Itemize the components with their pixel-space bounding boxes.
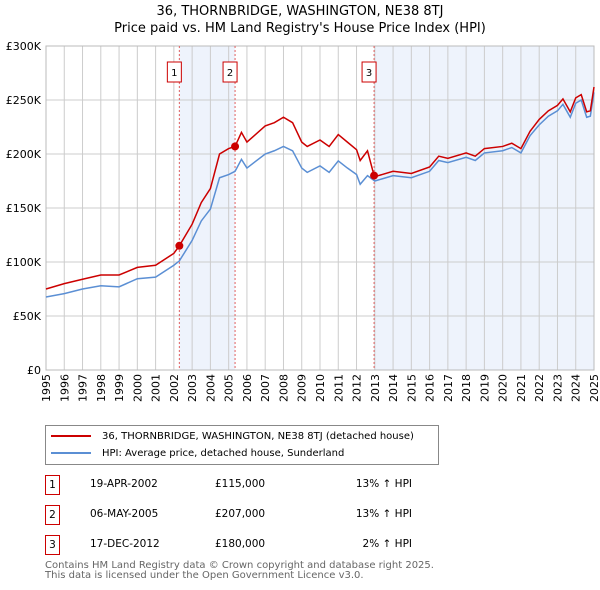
transaction-number: 1 [45, 475, 60, 495]
legend: 36, THORNBRIDGE, WASHINGTON, NE38 8TJ (d… [45, 425, 439, 465]
x-tick-label: 2019 [478, 374, 491, 402]
transaction-price: £115,000 [215, 478, 266, 490]
legend-item-property: 36, THORNBRIDGE, WASHINGTON, NE38 8TJ (d… [46, 428, 414, 444]
footer: Contains HM Land Registry data © Crown c… [45, 561, 434, 581]
y-tick-label: £300K [6, 40, 42, 53]
x-tick-label: 2012 [351, 374, 364, 402]
x-tick-label: 2002 [168, 374, 181, 402]
sale-marker-label: 2 [227, 68, 233, 79]
x-tick-label: 2010 [314, 374, 327, 402]
chart-subtitle: Price paid vs. HM Land Registry's House … [114, 21, 486, 36]
sale-point [370, 171, 379, 180]
sale-marker-box [222, 61, 238, 83]
x-tick-label: 2003 [186, 374, 199, 402]
transaction-row: 2 06-MAY-2005 £207,000 13% ↑ HPI [45, 505, 465, 525]
sale-marker-box [166, 61, 182, 83]
transaction-hpi: 13% ↑ HPI [355, 478, 412, 490]
x-tick-label: 2004 [204, 374, 217, 402]
x-tick-label: 2000 [131, 374, 144, 402]
transaction-date: 06-MAY-2005 [90, 508, 159, 520]
x-tick-label: 1998 [95, 374, 108, 402]
transaction-price: £207,000 [215, 508, 266, 520]
plot-border [45, 45, 595, 371]
sale-marker-label: 1 [171, 68, 177, 79]
sale-point [231, 142, 240, 151]
x-tick-label: 2011 [332, 374, 345, 402]
transaction-number: 3 [45, 535, 60, 555]
x-tick-label: 2001 [150, 374, 163, 402]
y-tick-label: £100K [6, 256, 42, 269]
transaction-date: 17-DEC-2012 [90, 538, 160, 550]
legend-swatch [51, 452, 91, 454]
x-tick-label: 2023 [551, 374, 564, 402]
transaction-row: 3 17-DEC-2012 £180,000 2% ↑ HPI [45, 535, 465, 555]
x-tick-label: 2021 [515, 374, 528, 402]
x-tick-label: 1999 [113, 374, 126, 402]
transaction-hpi: 13% ↑ HPI [355, 508, 412, 520]
legend-label: HPI: Average price, detached house, Sund… [102, 447, 345, 459]
transaction-hpi: 2% ↑ HPI [359, 538, 412, 550]
x-tick-label: 1995 [40, 374, 53, 402]
hpi-line [45, 92, 595, 298]
footer-line: Contains HM Land Registry data © Crown c… [45, 560, 434, 571]
x-tick-label: 2024 [570, 374, 583, 402]
legend-swatch [51, 435, 91, 437]
x-tick-label: 2007 [259, 374, 272, 402]
x-tick-label: 2015 [405, 374, 418, 402]
x-tick-label: 2014 [387, 374, 400, 402]
x-tick-label: 2013 [369, 374, 382, 402]
x-tick-label: 2018 [460, 374, 473, 402]
transaction-number: 2 [45, 505, 60, 525]
x-tick-label: 2025 [588, 374, 600, 402]
line-chart: 1995 1996 1997 1998 1999 2000 2001 2002 2003 2004… [6, 40, 600, 402]
y-tick-label: £50K [13, 310, 42, 323]
x-tick-label: 2022 [533, 374, 546, 402]
x-tick-label: 2020 [497, 374, 510, 402]
chart-title: 36, THORNBRIDGE, WASHINGTON, NE38 8TJ [156, 4, 444, 19]
transaction-row: 1 19-APR-2002 £115,000 13% ↑ HPI [45, 475, 465, 495]
y-tick-label: £200K [6, 148, 42, 161]
legend-label: 36, THORNBRIDGE, WASHINGTON, NE38 8TJ (d… [102, 430, 414, 442]
x-tick-label: 2005 [223, 374, 236, 402]
y-tick-label: £0 [27, 364, 41, 377]
x-tick-label: 2008 [277, 374, 290, 402]
transaction-price: £180,000 [215, 538, 266, 550]
y-tick-label: £250K [6, 94, 42, 107]
x-tick-label: 2017 [442, 374, 455, 402]
sale-point [175, 241, 184, 250]
x-tick-label: 1997 [77, 374, 90, 402]
legend-item-hpi: HPI: Average price, detached house, Sund… [46, 445, 344, 461]
x-tick-label: 2006 [241, 374, 254, 402]
price-paid-line [45, 86, 595, 290]
x-tick-label: 2009 [296, 374, 309, 402]
sale-marker-label: 3 [366, 68, 372, 79]
transaction-date: 19-APR-2002 [90, 478, 158, 490]
x-tick-label: 1996 [58, 374, 71, 402]
x-tick-label: 2016 [424, 374, 437, 402]
footer-line: This data is licensed under the Open Gov… [45, 570, 364, 581]
sale-marker-box [361, 61, 377, 83]
y-tick-label: £150K [6, 202, 42, 215]
